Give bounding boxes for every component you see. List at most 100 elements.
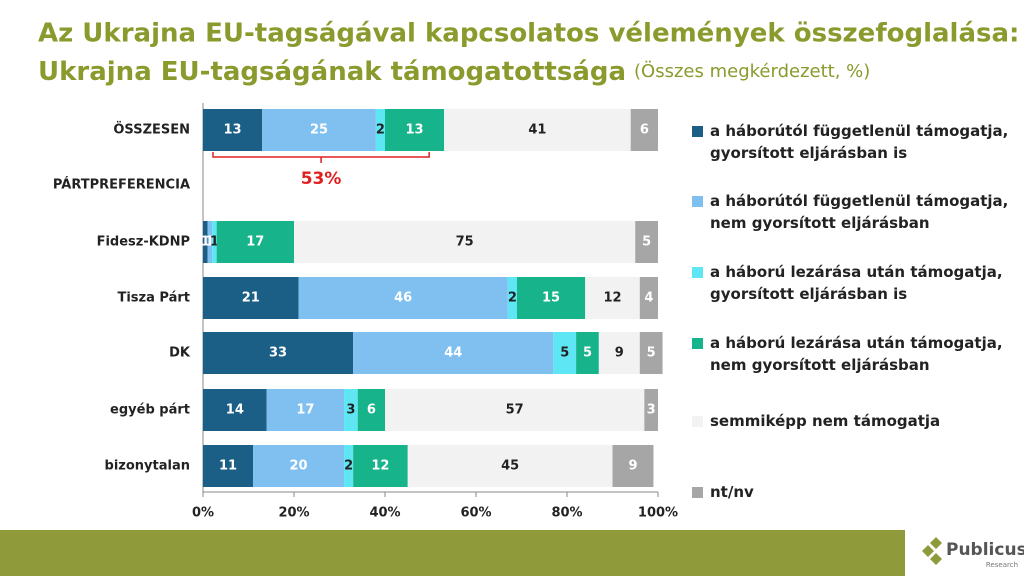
legend-entry: a háború lezárása után támogatja, nem gy… bbox=[692, 332, 1012, 376]
legend-swatch bbox=[692, 416, 703, 427]
bracket bbox=[212, 152, 430, 163]
legend-entry: a háborútól függetlenül támogatja, gyors… bbox=[692, 120, 1012, 164]
bar-segment bbox=[444, 109, 631, 151]
data-label: 44 bbox=[444, 346, 462, 361]
bar-segment bbox=[644, 389, 658, 431]
legend-entry: nt/nv bbox=[692, 481, 1012, 503]
x-tick-label: 40% bbox=[369, 506, 400, 521]
bar-segment bbox=[203, 389, 267, 431]
data-label: 33 bbox=[269, 346, 287, 361]
title-line: Ukrajna EU-tagságának támogatottsága (Öss… bbox=[38, 57, 870, 87]
data-label: 12 bbox=[603, 291, 621, 306]
bar-segment bbox=[262, 109, 376, 151]
bar-segment bbox=[216, 221, 294, 263]
category-label: Fidesz-KDNP bbox=[97, 235, 190, 250]
legend-swatch bbox=[692, 487, 703, 498]
data-label: 2 bbox=[508, 291, 517, 306]
data-label: 25 bbox=[310, 123, 328, 138]
data-label: 14 bbox=[226, 403, 244, 418]
x-tick-label: 100% bbox=[638, 506, 678, 521]
bar-segment bbox=[585, 277, 640, 319]
bar-segment bbox=[203, 445, 254, 487]
data-label: 15 bbox=[542, 291, 560, 306]
bar-segment bbox=[203, 277, 299, 319]
bar-segment bbox=[253, 445, 345, 487]
bar-segment bbox=[639, 332, 663, 374]
bar-segment bbox=[353, 445, 408, 487]
data-label: 12 bbox=[371, 459, 389, 474]
data-label: 75 bbox=[456, 235, 474, 250]
data-label: 5 bbox=[560, 346, 569, 361]
legend-entry: a háború lezárása után támogatja, gyorsí… bbox=[692, 261, 1012, 305]
data-label: 4 bbox=[644, 291, 653, 306]
data-label: 13 bbox=[224, 123, 242, 138]
bar-segment bbox=[635, 221, 658, 263]
bar-segment bbox=[507, 277, 517, 319]
category-label: ÖSSZESEN bbox=[113, 122, 190, 138]
subtitle: (Összes megkérdezett, %) bbox=[634, 60, 870, 82]
bar-segment bbox=[203, 109, 263, 151]
bar-segment bbox=[516, 277, 586, 319]
x-tick-label: 0% bbox=[192, 506, 214, 521]
data-label: 46 bbox=[394, 291, 412, 306]
bar-segment bbox=[203, 221, 208, 263]
x-tick-label: 80% bbox=[551, 506, 582, 521]
data-label: 9 bbox=[628, 459, 637, 474]
data-label: 3 bbox=[647, 403, 656, 418]
category-label: Tisza Párt bbox=[117, 291, 190, 306]
legend-label: a háború lezárása után támogatja, gyorsí… bbox=[710, 263, 1003, 303]
data-label: 17 bbox=[246, 235, 264, 250]
data-label: 5 bbox=[642, 235, 651, 250]
data-label: 11 bbox=[219, 459, 237, 474]
bar-segment bbox=[576, 332, 599, 374]
logo-icon bbox=[922, 537, 942, 565]
logo-sub: Research bbox=[986, 561, 1018, 569]
data-label: 5 bbox=[647, 346, 656, 361]
category-label: egyéb párt bbox=[110, 403, 190, 418]
footer-band bbox=[0, 530, 1024, 576]
data-label: 9 bbox=[615, 346, 624, 361]
category-label: DK bbox=[169, 346, 191, 361]
bar-segment bbox=[353, 332, 554, 374]
legend-label: a háborútól függetlenül támogatja, nem g… bbox=[710, 192, 1009, 232]
legend-swatch bbox=[692, 196, 703, 207]
x-tick-label: 60% bbox=[460, 506, 491, 521]
legend-label: semmiképp nem támogatja bbox=[710, 412, 941, 430]
bar-segment bbox=[630, 109, 658, 151]
legend-swatch bbox=[692, 126, 703, 137]
data-label: 57 bbox=[506, 403, 524, 418]
title-line: Az Ukrajna EU-tagságával kapcsolatos vél… bbox=[38, 19, 1019, 49]
legend-label: a háborútól függetlenül támogatja, gyors… bbox=[710, 122, 1009, 162]
data-label: 1 bbox=[201, 235, 210, 250]
bar-segment bbox=[407, 445, 613, 487]
legend-swatch bbox=[692, 338, 703, 349]
category-label: PÁRTPREFERENCIA bbox=[53, 177, 190, 193]
legend-entry: semmiképp nem támogatja bbox=[692, 410, 1012, 432]
logo-name: Publicus bbox=[946, 540, 1024, 560]
bar-segment bbox=[385, 389, 645, 431]
category-label: bizonytalan bbox=[105, 459, 190, 474]
data-label: 13 bbox=[406, 123, 424, 138]
data-label: 2 bbox=[376, 123, 385, 138]
data-label: 41 bbox=[528, 123, 546, 138]
bar-segment bbox=[357, 389, 385, 431]
data-label: 3 bbox=[346, 403, 355, 418]
data-label: 21 bbox=[242, 291, 260, 306]
data-label: 6 bbox=[640, 123, 649, 138]
bar-segment bbox=[298, 277, 508, 319]
data-label: 2 bbox=[344, 459, 353, 474]
legend-swatch bbox=[692, 267, 703, 278]
data-label: 17 bbox=[296, 403, 314, 418]
bar-segment bbox=[553, 332, 577, 374]
bar-segment bbox=[266, 389, 345, 431]
bar-segment bbox=[294, 221, 636, 263]
legend-label: nt/nv bbox=[710, 483, 754, 501]
bar-segment bbox=[344, 389, 358, 431]
bar-segment bbox=[344, 445, 354, 487]
bar-segment bbox=[598, 332, 640, 374]
bar-segment bbox=[639, 277, 658, 319]
data-label: 1 bbox=[205, 235, 214, 250]
bar-segment bbox=[207, 221, 213, 263]
